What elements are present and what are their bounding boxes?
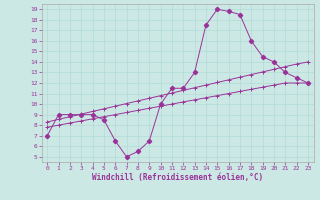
X-axis label: Windchill (Refroidissement éolien,°C): Windchill (Refroidissement éolien,°C) [92,173,263,182]
